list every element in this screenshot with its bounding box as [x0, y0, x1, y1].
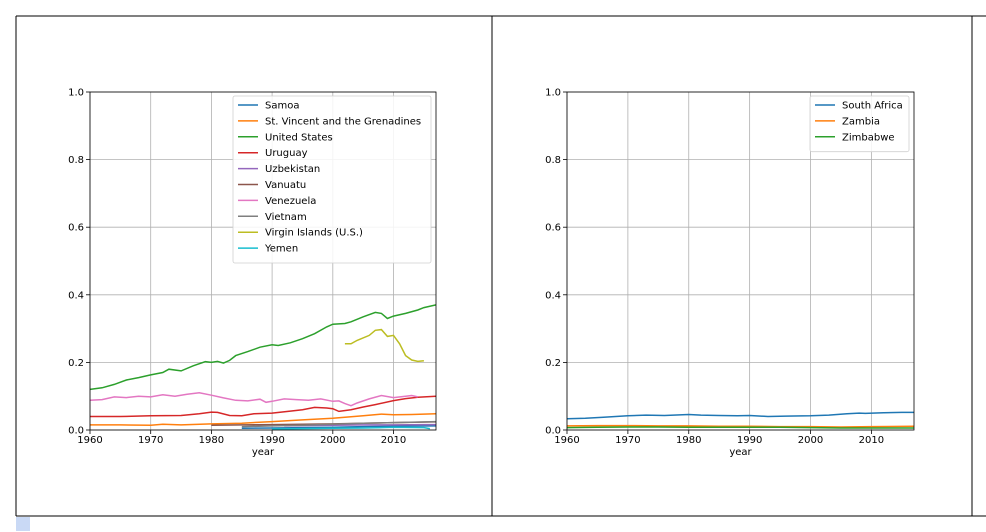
plot-frame	[566, 91, 915, 431]
y-tick-label: 0.2	[68, 358, 84, 369]
legend-label: Samoa	[265, 101, 299, 112]
x-tick-label: 2010	[859, 435, 884, 446]
legend-label: Venezuela	[265, 196, 316, 207]
x-tick-label: 1970	[138, 435, 163, 446]
y-tick-label: 0.0	[545, 426, 561, 437]
series-line-vietnam	[241, 420, 436, 428]
series-line-zimbabwe	[567, 426, 914, 429]
series-line-yemen	[272, 426, 431, 430]
y-tick-label: 0.0	[68, 426, 84, 437]
y-tick-label: 0.8	[545, 155, 561, 166]
series-line-st-vincent-and-the-grenadines	[90, 413, 436, 427]
legend-label: Yemen	[264, 244, 298, 255]
x-tick-label: 1960	[77, 435, 102, 446]
x-tick-label: 1960	[554, 435, 579, 446]
legend-label: Vanuatu	[265, 180, 306, 191]
series-line-zambia	[567, 424, 914, 428]
x-tick-label: 2010	[381, 435, 406, 446]
legend-label: Virgin Islands (U.S.)	[265, 228, 363, 239]
legend-label: Zimbabwe	[842, 132, 895, 143]
legend-label: Zambia	[842, 116, 880, 127]
legend-label: Uruguay	[265, 148, 308, 159]
y-tick-label: 0.6	[68, 223, 84, 234]
series-line-uruguay	[90, 395, 436, 418]
series-line-south-africa	[567, 411, 914, 420]
x-tick-label: 1980	[676, 435, 701, 446]
y-tick-label: 0.4	[68, 290, 84, 301]
chart-right: 1960 1970 1980 1990 2000 2010 0.0 0.2 0.4 0.6 0.8 1…	[545, 88, 915, 458]
x-tick-label: 1990	[259, 435, 284, 446]
series-line-samoa	[241, 425, 436, 430]
legend-label: United States	[265, 132, 333, 143]
x-tick-label: 1970	[615, 435, 640, 446]
series-line-venezuela	[90, 392, 418, 407]
legend-label: Uzbekistan	[265, 164, 320, 175]
legend-box	[809, 95, 910, 153]
chart-left: 1960 1970 1980 1990 2000 2010 0.0 0.2 0.4 0.6 0.8 1…	[68, 88, 437, 458]
x-tick-label: 1980	[199, 435, 224, 446]
plot-frame	[89, 91, 437, 431]
y-tick-label: 0.2	[545, 358, 561, 369]
x-axis-label: year	[729, 447, 752, 458]
y-tick-label: 0.6	[545, 223, 561, 234]
series-line-united-states	[90, 304, 436, 391]
series-line-virgin-islands-u-s	[344, 328, 424, 363]
x-tick-label: 2000	[798, 435, 823, 446]
y-tick-label: 0.8	[68, 155, 84, 166]
x-tick-label: 1990	[737, 435, 762, 446]
y-tick-label: 0.4	[545, 290, 561, 301]
legend-label: South Africa	[842, 101, 903, 112]
scroll-position-marker[interactable]	[16, 517, 30, 531]
legend-box	[232, 95, 432, 264]
x-tick-label: 2000	[320, 435, 345, 446]
y-tick-label: 1.0	[545, 88, 561, 99]
y-tick-label: 1.0	[68, 88, 84, 99]
x-axis-label: year	[252, 447, 275, 458]
legend-label: St. Vincent and the Grenadines	[265, 116, 421, 127]
legend-label: Vietnam	[265, 212, 307, 223]
